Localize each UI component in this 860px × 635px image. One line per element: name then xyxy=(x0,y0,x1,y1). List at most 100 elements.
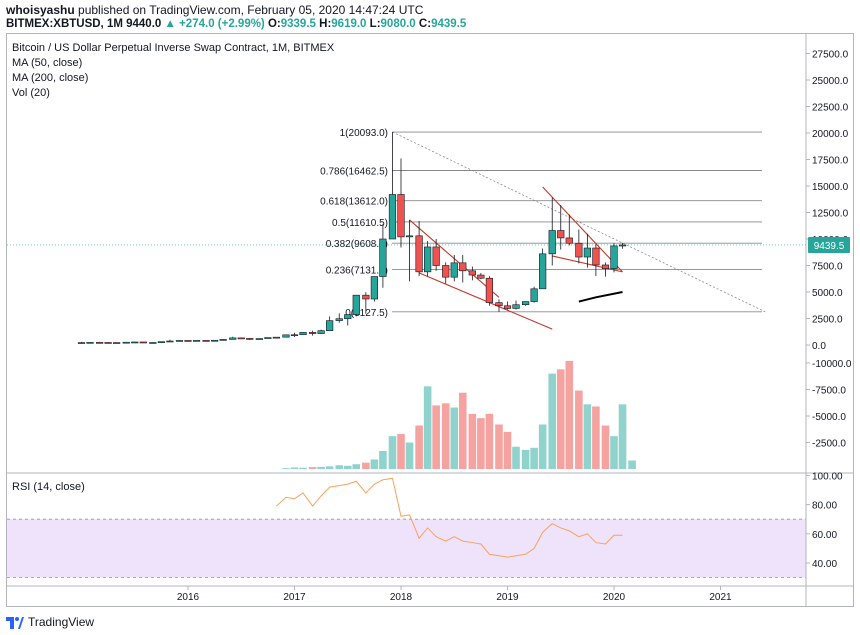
volume-bar xyxy=(379,450,387,469)
candle-body xyxy=(290,334,299,337)
volume-bar xyxy=(485,413,494,469)
ma200-line xyxy=(578,291,623,303)
volume-tick-label: -7500.0 xyxy=(812,386,846,397)
close-label: C: xyxy=(418,18,432,30)
rsi-tick-label: 100.00 xyxy=(812,471,843,482)
candle-body xyxy=(352,294,360,315)
fib-level-label: 0.5(11610.5) xyxy=(332,218,388,229)
chart-frame xyxy=(6,33,854,607)
candle-body xyxy=(432,246,440,266)
candle-body xyxy=(592,247,600,266)
fib-level-label: 0(3127.5) xyxy=(345,308,388,319)
volume-bar xyxy=(521,449,530,469)
volume-bar xyxy=(352,464,361,469)
rsi-legend[interactable]: RSI (14, close) xyxy=(12,481,85,493)
candle-body xyxy=(610,245,618,269)
fib-diagonal-line xyxy=(392,131,766,313)
open-label: O: xyxy=(267,18,281,30)
price-tick-label: 5000.0 xyxy=(812,288,843,299)
volume-bar xyxy=(512,446,520,469)
volume-bar xyxy=(618,404,627,469)
candle-body xyxy=(424,246,432,273)
candle-body xyxy=(557,230,565,239)
legend-ma200[interactable]: MA (200, close) xyxy=(12,72,89,84)
candle-body xyxy=(202,340,210,342)
time-tick-label: 2020 xyxy=(603,592,626,603)
candle-body xyxy=(450,262,458,278)
volume-bar xyxy=(362,462,370,469)
price-tick-label: 15000.0 xyxy=(812,182,849,193)
candle-body xyxy=(565,237,573,244)
candle-body xyxy=(264,337,272,339)
price-tick-label: 27500.0 xyxy=(812,50,849,61)
legend-title: Bitcoin / US Dollar Perpetual Inverse Sw… xyxy=(12,42,335,54)
price-tick-label: 17500.0 xyxy=(812,156,849,167)
high-value: 9619.0 xyxy=(331,18,367,30)
volume-tick-label: -10000.0 xyxy=(812,359,852,370)
symbol-label: BITMEX:XBTUSD, 1M xyxy=(6,18,123,30)
volume-bar xyxy=(556,369,565,469)
publisher-username[interactable]: whoisyashu xyxy=(6,3,75,17)
volume-bar xyxy=(405,442,414,469)
last-price: 9440.0 xyxy=(126,18,162,30)
volume-tick-label: -2500.0 xyxy=(812,439,846,450)
volume-bar xyxy=(495,424,503,469)
wedge-1-lower-line xyxy=(418,272,553,330)
publisher-line: whoisyashu published on TradingView.com,… xyxy=(6,3,423,17)
candle-body xyxy=(601,264,610,269)
rsi-tick-label: 80.00 xyxy=(812,501,837,512)
volume-bar xyxy=(343,465,352,469)
footer-brand-text: TradingView xyxy=(28,615,95,629)
footer-brand[interactable]: TradingView xyxy=(6,613,94,631)
volume-bar xyxy=(450,407,459,469)
price-change: ▲ +274.0 (+2.99%) xyxy=(164,18,265,30)
candle-body xyxy=(184,340,192,342)
volume-bar xyxy=(388,436,397,469)
price-tick-label: 22500.0 xyxy=(812,103,849,114)
candle-body xyxy=(415,235,423,273)
volume-bar xyxy=(458,392,467,469)
fib-level-label: 0.382(9608.5) xyxy=(326,239,388,250)
candle-body xyxy=(122,341,130,344)
candle-body xyxy=(309,332,317,334)
candle-body xyxy=(326,320,334,331)
legend-ma50[interactable]: MA (50, close) xyxy=(12,57,83,69)
candle-body xyxy=(335,318,343,321)
candle-body xyxy=(282,334,290,338)
volume-bar xyxy=(565,360,574,469)
candle-body xyxy=(512,304,520,309)
candle-body xyxy=(299,332,307,336)
candle-body xyxy=(442,265,450,278)
rsi-band xyxy=(7,519,806,578)
time-tick-label: 2021 xyxy=(709,592,732,603)
current-price-tag-label: 9439.5 xyxy=(814,241,845,252)
current-price-tag xyxy=(808,236,850,253)
candle-body xyxy=(255,338,263,340)
candle-body xyxy=(272,336,280,339)
chart-legend: Bitcoin / US Dollar Perpetual Inverse Sw… xyxy=(12,41,334,101)
volume-bar xyxy=(290,467,299,469)
candle-body xyxy=(548,230,556,255)
legend-volume[interactable]: Vol (20) xyxy=(12,87,50,99)
volume-bar xyxy=(299,467,307,469)
volume-bar xyxy=(592,406,600,469)
candle-body xyxy=(96,342,104,344)
candle-body xyxy=(539,253,547,290)
price-tick-label: 20000.0 xyxy=(812,129,849,140)
candle-body xyxy=(192,340,201,342)
candle-body xyxy=(139,341,147,344)
quote-line: BITMEX:XBTUSD, 1M 9440.0 ▲ +274.0 (+2.99… xyxy=(6,18,466,30)
time-tick-label: 2019 xyxy=(496,592,519,603)
candle-body xyxy=(229,337,237,340)
time-tick-label: 2016 xyxy=(177,592,200,603)
time-tick-label: 2017 xyxy=(283,592,306,603)
candle-body xyxy=(344,314,352,320)
wedge-2-upper-line xyxy=(542,186,623,273)
candle-body xyxy=(166,340,174,343)
candle-body xyxy=(468,270,476,276)
volume-bar xyxy=(477,418,485,469)
candle-body xyxy=(113,342,121,344)
candle-body xyxy=(503,305,512,309)
candle-body xyxy=(388,194,397,240)
